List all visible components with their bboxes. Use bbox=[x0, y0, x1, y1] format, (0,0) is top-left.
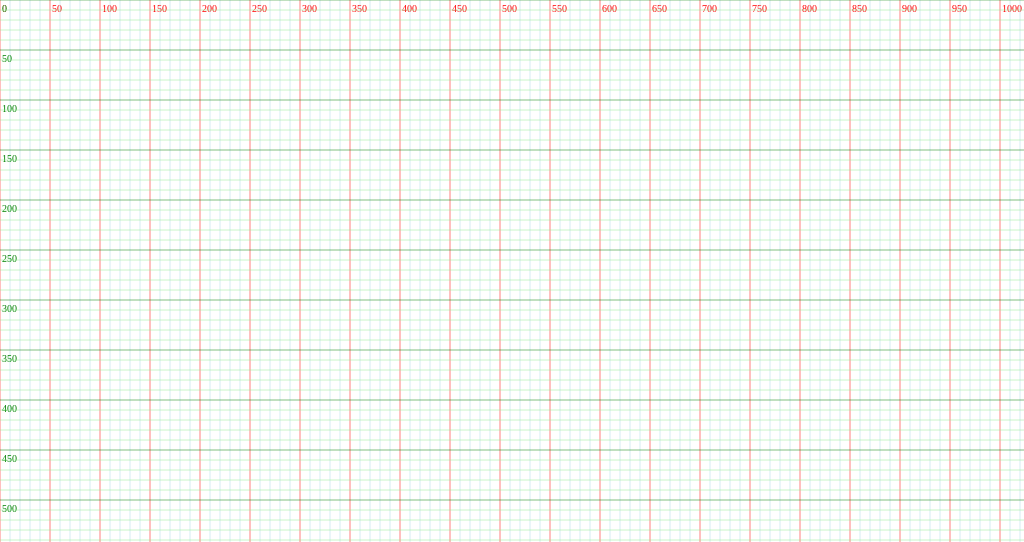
svg-text:200: 200 bbox=[202, 4, 217, 15]
svg-text:100: 100 bbox=[102, 4, 117, 15]
svg-text:800: 800 bbox=[802, 4, 817, 15]
svg-text:250: 250 bbox=[2, 254, 17, 265]
svg-text:650: 650 bbox=[652, 4, 667, 15]
svg-text:200: 200 bbox=[2, 204, 17, 215]
svg-text:500: 500 bbox=[502, 4, 517, 15]
svg-text:750: 750 bbox=[752, 4, 767, 15]
svg-text:0: 0 bbox=[2, 4, 7, 15]
svg-text:400: 400 bbox=[2, 404, 17, 415]
svg-text:500: 500 bbox=[2, 504, 17, 515]
svg-text:300: 300 bbox=[302, 4, 317, 15]
svg-text:450: 450 bbox=[452, 4, 467, 15]
svg-text:1000: 1000 bbox=[1002, 4, 1022, 15]
svg-text:400: 400 bbox=[402, 4, 417, 15]
svg-text:350: 350 bbox=[2, 354, 17, 365]
svg-text:700: 700 bbox=[702, 4, 717, 15]
svg-text:350: 350 bbox=[352, 4, 367, 15]
svg-text:250: 250 bbox=[252, 4, 267, 15]
svg-text:550: 550 bbox=[552, 4, 567, 15]
svg-text:150: 150 bbox=[2, 154, 17, 165]
svg-text:100: 100 bbox=[2, 104, 17, 115]
svg-text:150: 150 bbox=[152, 4, 167, 15]
svg-text:50: 50 bbox=[52, 4, 62, 15]
svg-text:900: 900 bbox=[902, 4, 917, 15]
svg-text:950: 950 bbox=[952, 4, 967, 15]
svg-text:50: 50 bbox=[2, 54, 12, 65]
svg-text:450: 450 bbox=[2, 454, 17, 465]
svg-text:850: 850 bbox=[852, 4, 867, 15]
svg-text:600: 600 bbox=[602, 4, 617, 15]
svg-text:300: 300 bbox=[2, 304, 17, 315]
